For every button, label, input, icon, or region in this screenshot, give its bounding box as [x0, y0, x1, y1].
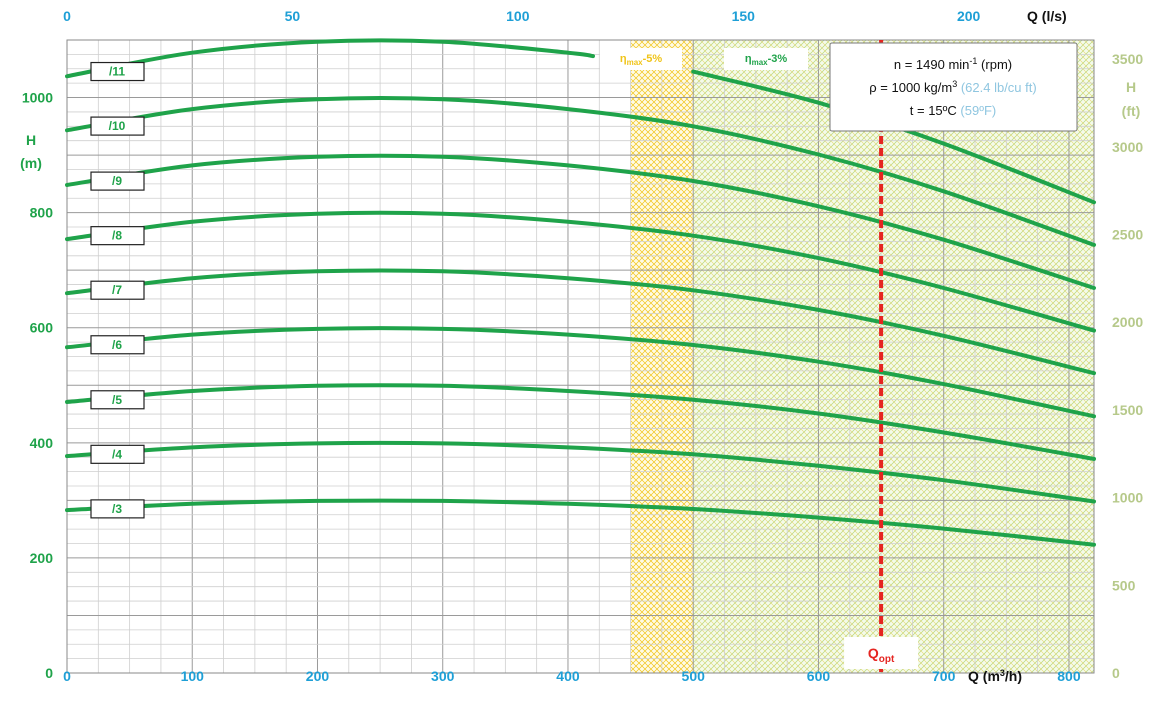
curve-stage-9 — [65, 153, 1096, 290]
y2-axis-title-line2: (ft) — [1122, 103, 1141, 119]
svg-text:/7: /7 — [112, 283, 122, 297]
x2-tick-label: 100 — [506, 8, 530, 24]
curve-stage-7 — [65, 268, 1096, 376]
curve-stage-5 — [65, 383, 1096, 461]
y-tick-label: 200 — [30, 550, 54, 566]
q-opt-label: Qopt — [844, 637, 919, 669]
curve-labels: /3/4/5/6/7/8/9/10/11 — [90, 61, 145, 519]
y2-tick-label: 500 — [1112, 577, 1136, 593]
y-tick-label: 400 — [30, 435, 54, 451]
y2-axis-title-line1: H — [1126, 79, 1136, 95]
svg-text:ηmax-3%: ηmax-3% — [745, 53, 788, 67]
curve-stage-11 — [65, 38, 595, 79]
plot-frame — [66, 39, 1095, 674]
curve-label-stage-3: /3 — [90, 499, 145, 519]
info-speed: n = 1490 min-1 (rpm) — [894, 56, 1012, 72]
grid-lines — [66, 39, 1095, 674]
y2-tick-label: 1000 — [1112, 490, 1143, 506]
y2-tick-label: 3500 — [1112, 51, 1143, 67]
curve-stage-3 — [65, 498, 1096, 547]
svg-text:/4: /4 — [112, 447, 122, 461]
curve-label-stage-7: /7 — [90, 280, 145, 300]
eta-minus5-label: ηmax-5% — [600, 48, 682, 70]
curve-label-stage-8: /8 — [90, 226, 145, 246]
x-tick-label: 200 — [306, 668, 330, 684]
x2-tick-label: 150 — [732, 8, 756, 24]
curve-label-stage-4: /4 — [90, 444, 145, 464]
y-tick-label: 1000 — [22, 90, 53, 106]
y-axis-title-line1: H — [26, 132, 36, 148]
curve-stage-4 — [65, 440, 1096, 504]
x-tick-label: 700 — [932, 668, 956, 684]
info-temperature: t = 15ºC (59ºF) — [910, 103, 996, 118]
svg-text:/5: /5 — [112, 393, 122, 407]
x-tick-label: 400 — [556, 668, 580, 684]
curve-label-stage-5: /5 — [90, 390, 145, 410]
y-tick-label: 0 — [45, 665, 53, 681]
x2-tick-label: 0 — [63, 8, 71, 24]
eta-minus3-label: ηmax-3% — [724, 48, 808, 70]
x-tick-label: 100 — [181, 668, 205, 684]
y-tick-label: 800 — [30, 205, 54, 221]
y2-tick-label: 1500 — [1112, 402, 1143, 418]
curve-label-stage-10: /10 — [90, 116, 145, 136]
curve-label-stage-6: /6 — [90, 335, 145, 355]
y2-tick-label: 0 — [1112, 665, 1120, 681]
svg-text:Qopt: Qopt — [868, 645, 895, 665]
curve-stage-8 — [65, 210, 1096, 333]
x-tick-label: 300 — [431, 668, 455, 684]
x-axis-title: Q (m3/h) — [968, 668, 1022, 684]
x-tick-label: 0 — [63, 668, 71, 684]
y-tick-label: 600 — [30, 320, 54, 336]
svg-text:/10: /10 — [109, 119, 126, 133]
svg-text:/11: /11 — [109, 65, 125, 79]
x-tick-label: 600 — [807, 668, 831, 684]
operating-conditions-box: n = 1490 min-1 (rpm) ρ = 1000 kg/m3 (62.… — [829, 42, 1078, 132]
curve-label-stage-9: /9 — [90, 171, 145, 191]
curve-stage-10 — [65, 96, 1096, 247]
svg-text:/8: /8 — [112, 229, 122, 243]
x2-tick-label: 50 — [285, 8, 301, 24]
curve-stage-6 — [65, 326, 1096, 419]
info-density: ρ = 1000 kg/m3 (62.4 lb/cu ft) — [869, 79, 1036, 95]
svg-text:/6: /6 — [112, 338, 122, 352]
x-tick-label: 500 — [682, 668, 706, 684]
curve-label-stage-11: /11 — [90, 61, 145, 82]
y2-tick-label: 2500 — [1112, 227, 1143, 243]
x2-tick-label: 200 — [957, 8, 981, 24]
svg-text:/9: /9 — [112, 174, 122, 188]
y-axis-title-line2: (m) — [20, 155, 42, 171]
y2-tick-label: 3000 — [1112, 139, 1143, 155]
x2-axis-title: Q (l/s) — [1027, 8, 1067, 24]
x-tick-label: 800 — [1057, 668, 1081, 684]
y2-tick-label: 2000 — [1112, 314, 1143, 330]
svg-text:/3: /3 — [112, 502, 122, 516]
svg-text:ηmax-5%: ηmax-5% — [620, 53, 663, 67]
